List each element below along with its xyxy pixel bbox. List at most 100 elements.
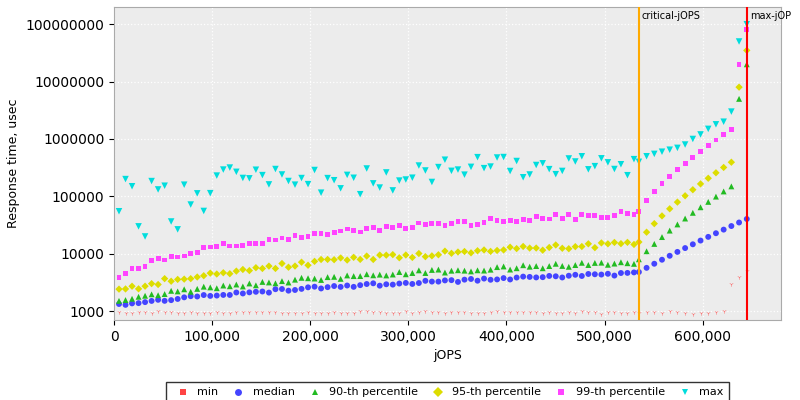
Point: [360, 281, 373, 287]
Point: [438, 156, 451, 163]
Point: [608, 239, 621, 246]
Point: [198, 245, 210, 251]
Point: [217, 270, 230, 276]
Point: [210, 271, 223, 277]
Point: [113, 208, 126, 214]
Point: [145, 280, 158, 287]
Point: [230, 268, 242, 274]
Point: [367, 309, 380, 316]
Point: [360, 165, 373, 172]
Point: [126, 283, 138, 290]
Point: [498, 275, 510, 281]
Point: [171, 226, 184, 232]
Point: [328, 177, 341, 184]
Point: [341, 257, 354, 263]
Point: [640, 248, 653, 254]
Point: [740, 47, 753, 54]
Point: [465, 250, 478, 256]
Point: [256, 309, 269, 315]
Point: [269, 280, 282, 286]
Point: [295, 286, 308, 292]
Point: [282, 236, 295, 243]
Point: [184, 250, 197, 257]
Point: [334, 228, 347, 234]
Point: [204, 244, 217, 250]
Point: [374, 252, 386, 258]
Point: [575, 212, 588, 218]
Point: [419, 270, 432, 276]
Point: [360, 253, 373, 259]
Point: [158, 298, 171, 304]
Point: [243, 280, 256, 287]
Point: [250, 166, 262, 173]
Point: [295, 310, 308, 316]
Point: [269, 265, 282, 272]
Point: [171, 254, 184, 260]
Point: [725, 223, 738, 229]
Point: [725, 280, 738, 287]
Point: [138, 233, 151, 240]
Point: [614, 270, 627, 276]
Point: [237, 266, 250, 273]
Point: [308, 258, 321, 264]
Point: [627, 241, 640, 248]
Point: [556, 263, 569, 269]
Point: [686, 310, 699, 317]
Point: [308, 284, 321, 290]
Point: [237, 243, 250, 249]
Point: [354, 308, 366, 315]
Point: [536, 215, 549, 222]
Point: [289, 276, 302, 283]
Point: [152, 292, 165, 298]
Point: [204, 270, 217, 276]
Point: [113, 309, 126, 315]
Point: [694, 181, 707, 187]
Point: [354, 282, 366, 288]
Point: [230, 309, 242, 316]
Point: [165, 297, 178, 303]
Point: [198, 310, 210, 317]
Point: [678, 245, 691, 251]
Point: [678, 160, 691, 166]
Point: [438, 269, 451, 276]
Point: [517, 216, 530, 223]
Point: [633, 159, 646, 165]
Point: [347, 273, 360, 279]
Point: [191, 249, 204, 256]
Point: [702, 175, 714, 182]
Point: [328, 274, 341, 280]
Point: [262, 289, 275, 296]
Point: [237, 283, 250, 290]
Point: [686, 210, 699, 216]
Point: [328, 256, 341, 263]
Point: [152, 281, 165, 288]
Point: [374, 184, 386, 191]
Point: [250, 288, 262, 295]
Point: [432, 266, 445, 273]
Point: [504, 244, 517, 250]
Point: [289, 310, 302, 316]
Point: [158, 257, 171, 263]
Point: [230, 243, 242, 249]
Point: [393, 222, 406, 229]
Point: [510, 158, 523, 164]
Point: [663, 252, 676, 259]
Point: [262, 263, 275, 269]
Point: [178, 294, 190, 300]
Point: [543, 244, 556, 251]
Point: [198, 272, 210, 279]
Point: [445, 168, 458, 174]
Point: [314, 256, 327, 263]
Point: [621, 310, 634, 316]
Point: [419, 221, 432, 228]
Point: [543, 308, 556, 315]
Point: [582, 241, 594, 247]
Point: [158, 309, 171, 315]
Point: [504, 276, 517, 283]
Point: [663, 308, 676, 314]
Point: [289, 287, 302, 293]
Point: [569, 272, 582, 278]
Point: [633, 310, 646, 316]
Point: [406, 224, 418, 230]
Point: [465, 310, 478, 316]
